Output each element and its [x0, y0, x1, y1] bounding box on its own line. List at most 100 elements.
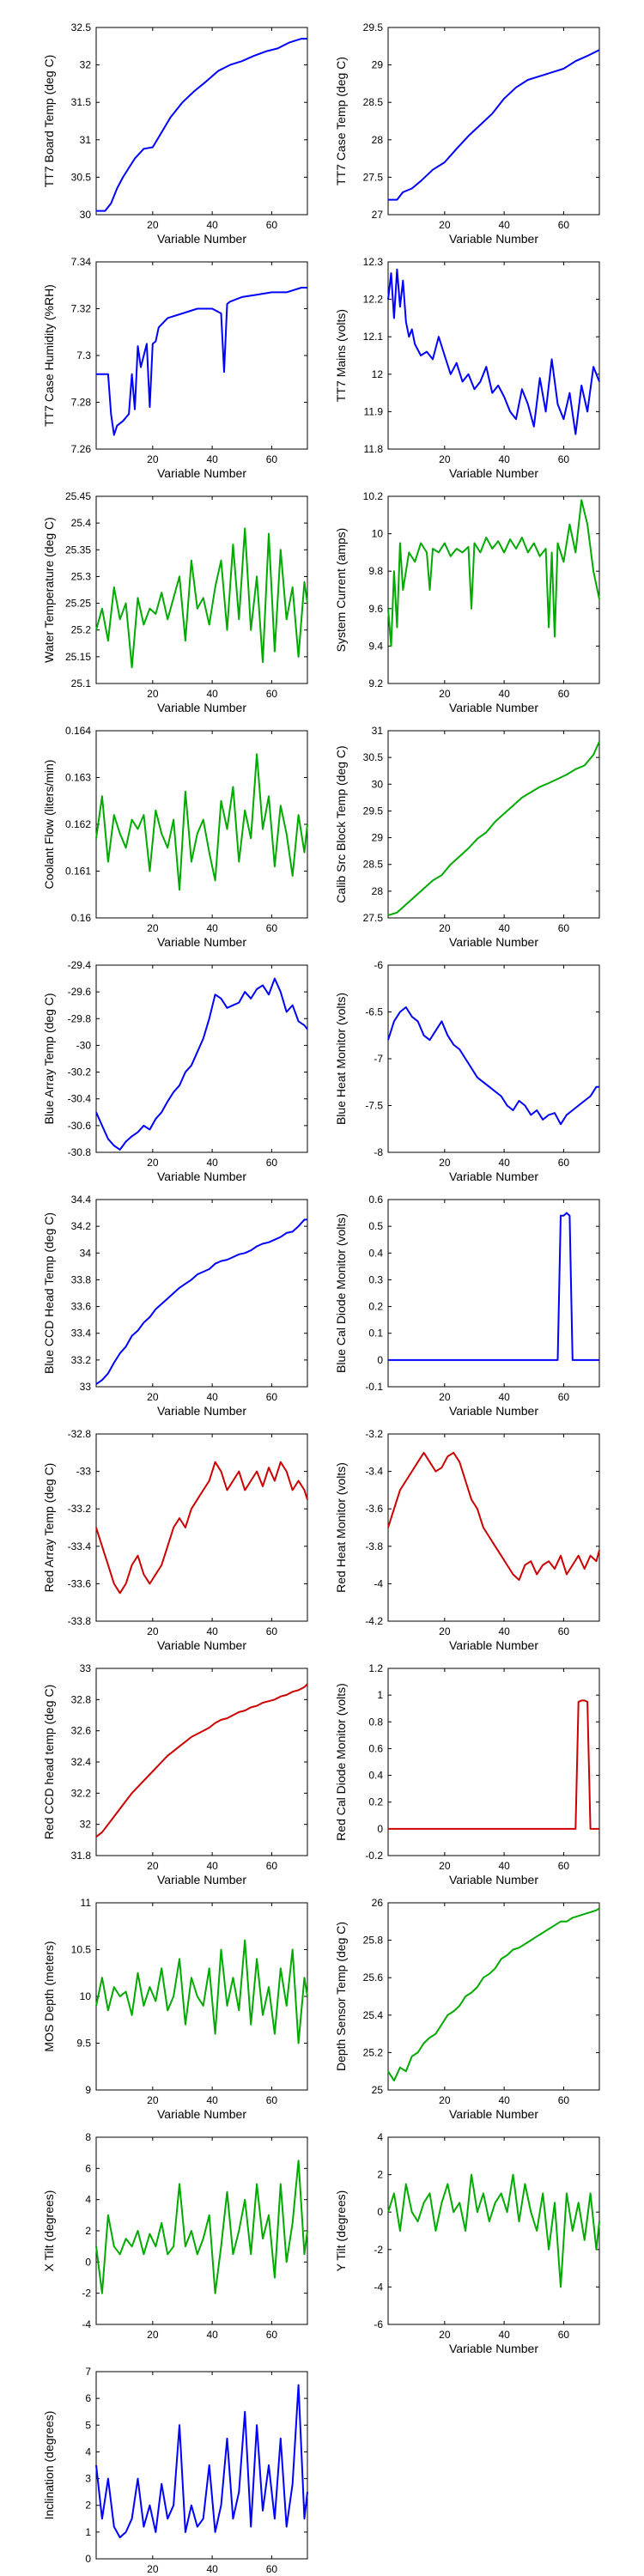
x-tick-label: 20: [439, 2094, 451, 2106]
y-tick-label: 31.5: [71, 96, 92, 108]
y-tick-label: -33: [76, 1466, 92, 1478]
x-tick-label: 20: [147, 2094, 159, 2106]
x-tick-label: 20: [439, 1391, 451, 1403]
y-tick-label: 6: [85, 2162, 91, 2174]
y-tick-label: 7.26: [71, 443, 92, 455]
y-tick-label: -29.4: [68, 959, 92, 971]
y-tick-label: -29.8: [68, 1012, 92, 1024]
series-line: [387, 1907, 600, 2082]
y-tick-label: -30.4: [68, 1093, 92, 1105]
series-line: [387, 2173, 600, 2288]
x-tick-label: 60: [266, 453, 278, 465]
y-tick-label: 26: [372, 1897, 384, 1909]
y-tick-label: -3.4: [365, 1466, 383, 1478]
y-tick-label: 30.5: [71, 171, 92, 183]
y-tick-label: -33.8: [68, 1615, 92, 1627]
x-tick-label: 40: [206, 219, 218, 231]
x-tick-label: 20: [147, 2563, 159, 2575]
x-tick-label: 20: [147, 453, 159, 465]
y-tick-label: 27: [372, 209, 384, 221]
x-axis-label: Variable Number: [157, 1638, 246, 1652]
y-tick-label: 25.35: [65, 544, 91, 556]
y-tick-label: 25.6: [363, 1971, 384, 1984]
y-tick-label: 34: [80, 1247, 92, 1259]
x-tick-label: 60: [266, 922, 278, 934]
chart-panel-15: 20 40 60 31.8 32 32.2 32.4 32.6 32.8 33 Variable N…: [42, 1662, 308, 1886]
y-tick-label: 2: [377, 2169, 383, 2181]
y-tick-label: 0.4: [368, 1770, 383, 1782]
x-axis-label: Variable Number: [449, 2342, 538, 2355]
y-tick-label: 33.2: [71, 1354, 92, 1366]
chart-panel-20: 20 40 60 -6 -4 -2 0 2 4 Variable Number Y Tilt (de…: [334, 2131, 600, 2355]
y-tick-label: 0.162: [65, 818, 91, 830]
x-tick-label: 20: [439, 1157, 451, 1169]
chart-panel-2: 20 40 60 27 27.5 28 28.5 29 29.5 Variable Number T…: [334, 21, 600, 246]
y-tick-label: -0.1: [365, 1381, 383, 1393]
x-tick-label: 20: [439, 1860, 451, 1872]
y-axis-label: TT7 Case Humidity (%RH): [42, 284, 56, 427]
y-tick-label: 0.8: [368, 1716, 383, 1728]
y-tick-label: 6: [85, 2392, 91, 2404]
plot-frame: [95, 495, 308, 684]
chart-panel-17: 20 40 60 9 9.5 10 10.5 11 Variable Number MOS Dep…: [42, 1897, 308, 2121]
series-line: [387, 1006, 599, 1126]
x-tick-label: 40: [498, 922, 510, 934]
y-tick-label: 28: [372, 134, 384, 146]
y-tick-label: 31: [372, 725, 384, 737]
y-tick-label: 32: [80, 1819, 92, 1831]
y-tick-label: 1.2: [368, 1662, 383, 1674]
series-line: [388, 49, 600, 201]
series-line: [95, 1461, 308, 1595]
x-tick-label: 60: [558, 219, 570, 231]
y-axis-label: Blue Cal Diode Monitor (volts): [334, 1213, 348, 1373]
y-tick-label: 28: [372, 885, 384, 897]
y-axis-label: TT7 Board Temp (deg C): [42, 55, 56, 188]
x-tick-label: 60: [558, 1625, 570, 1637]
x-tick-label: 20: [439, 453, 451, 465]
x-tick-label: 40: [498, 2094, 510, 2106]
x-axis-label: Variable Number: [449, 232, 538, 246]
y-tick-label: -30.8: [68, 1146, 92, 1158]
x-tick-label: 60: [266, 1157, 278, 1169]
y-tick-label: 25.4: [71, 517, 92, 529]
y-tick-label: 7.34: [71, 256, 92, 268]
y-tick-label: 0.6: [368, 1742, 383, 1754]
x-tick-label: 20: [439, 688, 451, 700]
y-tick-label: 0.2: [368, 1796, 383, 1808]
y-tick-label: 12: [372, 368, 384, 380]
y-tick-label: 10.5: [71, 1944, 92, 1956]
series-line: [95, 527, 308, 669]
y-axis-label: Blue Heat Monitor (volts): [334, 993, 348, 1125]
x-tick-label: 20: [147, 2329, 159, 2341]
chart-panel-11: 20 40 60 33 33.2 33.4 33.6 33.8 34 34.2 34.4 Variab…: [42, 1194, 308, 1418]
x-axis-label: Variable Number: [449, 2107, 538, 2121]
plot-frame: [95, 964, 308, 1153]
y-tick-label: -7.5: [365, 1100, 383, 1112]
x-tick-label: 60: [266, 2563, 278, 2575]
y-tick-label: 11: [81, 1897, 92, 1909]
x-tick-label: 40: [206, 1625, 218, 1637]
x-tick-label: 60: [266, 2094, 278, 2106]
chart-panel-14: 20 40 60 -4.2 -4 -3.8 -3.6 -3.4 -3.2 Variable Num…: [334, 1428, 600, 1652]
y-tick-label: 25.1: [71, 677, 92, 690]
plot-frame: [95, 1199, 308, 1388]
x-tick-label: 40: [498, 1860, 510, 1872]
y-tick-label: 9: [85, 2084, 91, 2096]
y-tick-label: 29.5: [363, 805, 384, 817]
x-tick-label: 20: [147, 219, 159, 231]
x-tick-label: 40: [206, 2094, 218, 2106]
x-tick-label: 40: [498, 1391, 510, 1403]
x-axis-label: Variable Number: [157, 701, 246, 714]
y-tick-label: 5: [85, 2419, 91, 2431]
x-tick-label: 60: [558, 1860, 570, 1872]
x-axis-label: Variable Number: [157, 1404, 246, 1418]
x-tick-label: 20: [439, 2329, 451, 2341]
y-tick-label: 0: [377, 1823, 383, 1835]
y-tick-label: 33.6: [71, 1301, 92, 1313]
x-tick-label: 40: [498, 1157, 510, 1169]
x-axis-label: Variable Number: [157, 935, 246, 949]
x-axis-label: Variable Number: [157, 2107, 246, 2121]
x-axis-label: Variable Number: [157, 466, 246, 480]
y-tick-label: 8: [85, 2131, 91, 2143]
plot-frame: [387, 1902, 600, 2091]
